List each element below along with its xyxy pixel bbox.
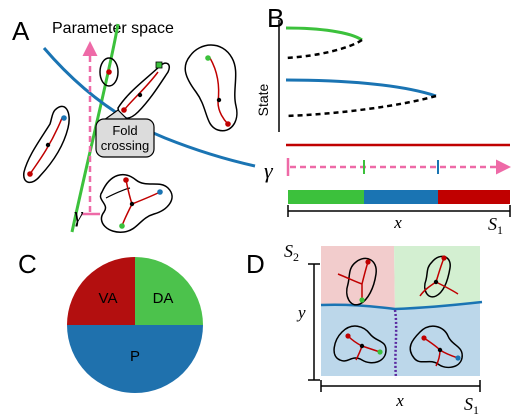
green-attractor-dot	[119, 223, 125, 229]
pie-label-da: DA	[153, 290, 174, 307]
state-axis-label: State	[255, 83, 271, 116]
purple-boundary-curve	[393, 309, 398, 379]
pie-label-va: VA	[99, 290, 118, 307]
blue-attractor-dot	[455, 355, 461, 361]
saddle-dot	[45, 142, 51, 148]
panel-a: A Parameter space γ Fold	[12, 16, 256, 233]
saddle-dot	[216, 97, 222, 103]
landscape-d-top-left	[346, 257, 377, 306]
saddle-dot	[359, 343, 365, 349]
landscape-two-well-left	[23, 105, 70, 184]
landscape-d-top-right	[424, 255, 451, 298]
landscape-d-bottom-left	[333, 325, 387, 364]
callout-pointer	[103, 109, 129, 121]
red-attractor-dot	[27, 171, 33, 177]
red-attractor-dot	[123, 177, 129, 183]
saddle-dot	[433, 279, 439, 285]
red-region-bar	[438, 190, 510, 204]
landscape-single-well	[99, 57, 119, 87]
blue-unstable-branch	[285, 94, 437, 118]
green-stable-branch	[285, 26, 363, 42]
pie-slice-va	[67, 257, 135, 325]
landscape-fold-center	[117, 62, 171, 119]
green-attractor-dot	[359, 297, 365, 303]
green-boundary-curve	[70, 23, 120, 233]
panel-a-title: Parameter space	[52, 20, 174, 37]
red-attractor-dot	[365, 259, 371, 265]
callout-line-1: Fold	[112, 123, 137, 138]
pie-label-p: P	[130, 348, 140, 365]
panel-b: B State γ x S1	[255, 3, 511, 237]
blue-region-bar	[364, 190, 438, 204]
fold-crossing-callout	[95, 118, 155, 158]
red-attractor-dot	[225, 121, 231, 127]
pie-slice-da	[135, 257, 203, 325]
red-attractor-dot	[121, 107, 127, 113]
landscape-contour	[105, 187, 131, 199]
region-va	[321, 246, 395, 309]
blue-attractor-dot	[61, 115, 67, 121]
red-attractor-dot	[421, 335, 427, 341]
x-axis-label: x	[393, 213, 402, 232]
blue-boundary-curve	[42, 47, 256, 168]
panel-d: D S2 y x S1	[246, 241, 483, 416]
red-separatrix	[123, 71, 159, 111]
green-unstable-branch	[285, 38, 363, 60]
landscape-tri-stable	[99, 173, 173, 233]
green-region-bar	[288, 190, 364, 204]
y-axis-label: y	[296, 303, 306, 322]
panel-c-letter: C	[18, 249, 37, 279]
blue-stable-branch	[285, 78, 437, 98]
x-axis-end-label: S1	[488, 214, 503, 237]
saddle-dot	[129, 201, 135, 207]
region-p	[321, 303, 480, 376]
pie-slice-p	[67, 325, 203, 393]
x-axis-label: x	[395, 391, 404, 410]
landscape-two-well-right	[184, 44, 238, 132]
panel-d-letter: D	[246, 249, 265, 279]
landscape-d-bottom-right	[409, 325, 463, 369]
red-separatrix	[121, 179, 161, 227]
blue-attractor-dot	[157, 189, 163, 195]
x-axis-end-label: S1	[464, 394, 479, 416]
green-attractor-dot	[377, 349, 383, 355]
callout-line-2: crossing	[101, 138, 149, 153]
panel-b-letter: B	[267, 3, 284, 33]
panel-a-letter: A	[12, 16, 30, 46]
saddle-dot	[137, 92, 143, 98]
y-axis-end-label: S2	[284, 241, 299, 264]
green-attractor-dot	[205, 55, 211, 61]
blue-boundary-curve	[320, 300, 483, 311]
panel-b-gamma: γ	[264, 158, 274, 183]
panel-c: C VA DA P	[18, 249, 203, 393]
red-separatrix	[209, 57, 229, 125]
red-attractor-dot	[345, 333, 351, 339]
saddle-dot	[437, 347, 443, 353]
green-attractor-dot	[155, 61, 163, 69]
red-attractor-dot	[441, 255, 447, 261]
red-separatrix	[29, 117, 63, 175]
red-attractor-dot	[106, 69, 112, 75]
panel-a-gamma: γ	[74, 202, 84, 227]
